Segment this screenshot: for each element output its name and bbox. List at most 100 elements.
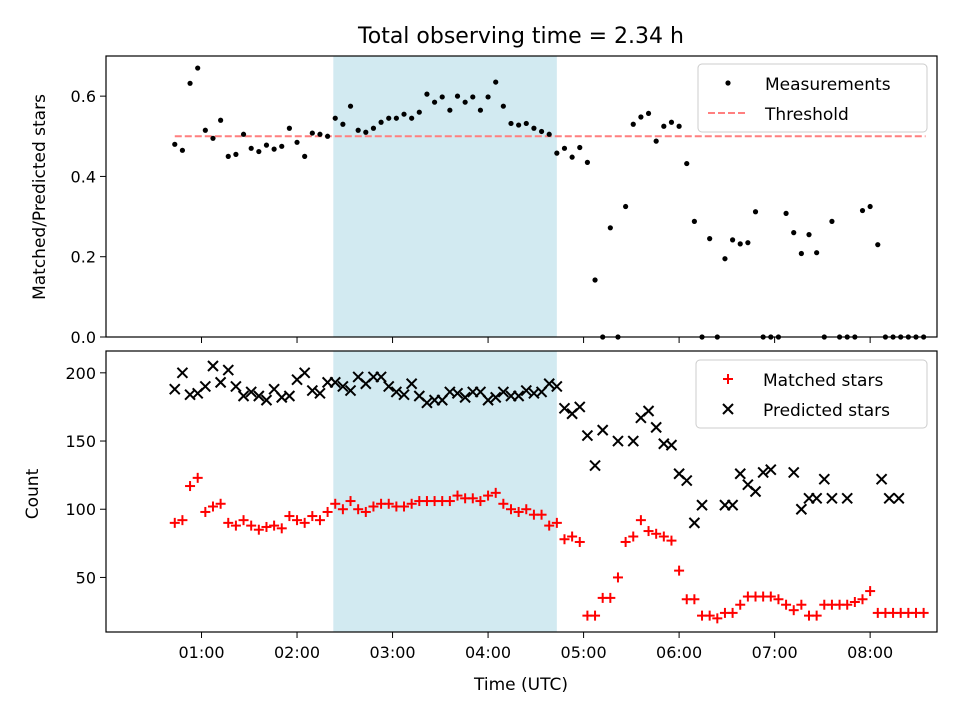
matched-stars-point [169, 517, 180, 528]
matched-stars-point [284, 511, 295, 522]
predicted-stars-point-b [612, 435, 624, 447]
measurement-point [745, 240, 751, 246]
legend-measurements-label: Measurements [765, 75, 891, 95]
matched-stars-point [177, 515, 188, 526]
matched-stars-point [192, 472, 203, 483]
predicted-stars-point [558, 402, 571, 414]
matched-stars-point [544, 520, 555, 531]
measurement-point [393, 115, 399, 121]
measurement-point [645, 110, 652, 117]
top-y-tick-label: 0.4 [71, 167, 96, 186]
matched-stars-point [399, 501, 410, 512]
matched-stars-point [467, 493, 478, 504]
matched-stars-point [773, 594, 784, 605]
predicted-stars-point-b [681, 474, 693, 487]
measurement-point [875, 242, 881, 248]
matched-stars-point [207, 501, 218, 512]
x-tick-label: 04:00 [465, 643, 511, 662]
matched-stars-point [200, 506, 211, 517]
predicted-stars-point-b [421, 397, 433, 409]
matched-stars-point [383, 498, 394, 509]
predicted-stars-point-b [795, 503, 808, 515]
measurement-point [431, 99, 438, 105]
predicted-stars-point-b [298, 367, 311, 379]
measurement-point [867, 203, 873, 210]
measurement-point [240, 131, 247, 137]
predicted-stars-point-b [742, 478, 754, 491]
predicted-stars-point-b [253, 390, 265, 402]
matched-stars-point [666, 535, 677, 546]
predicted-stars-point [222, 364, 234, 376]
x-axis-label: Time (UTC) [473, 675, 568, 695]
predicted-stars-point-b [512, 390, 525, 402]
measurement-point [225, 153, 231, 159]
predicted-stars-point-b [390, 386, 403, 398]
legend-predicted-label: Predicted stars [763, 401, 890, 421]
top-shaded-span [333, 56, 557, 337]
measurement-point [210, 135, 216, 141]
measurement-point [187, 80, 193, 86]
predicted-stars-point-b [543, 378, 555, 390]
matched-stars-point [261, 521, 272, 532]
predicted-stars-point-b [214, 376, 227, 389]
measurement-point [302, 153, 308, 159]
measurement-point [454, 93, 461, 99]
predicted-stars-point-b [169, 383, 181, 395]
measurement-point [859, 207, 866, 214]
predicted-stars-point [795, 503, 808, 515]
matched-stars-point [505, 504, 516, 515]
bottom-y-axis-label: Count [23, 468, 43, 519]
predicted-stars-point-b [841, 492, 853, 505]
measurement-point [668, 119, 675, 125]
predicted-stars-point [405, 378, 418, 390]
measurement-point [462, 99, 468, 105]
measurement-point [630, 121, 636, 127]
predicted-stars-point-b [268, 383, 280, 395]
predicted-stars-point-b [245, 386, 257, 398]
measurement-point [355, 127, 361, 133]
bottom-y-tick-label: 50 [76, 568, 96, 587]
legend-threshold-label: Threshold [764, 105, 849, 125]
matched-stars-point [551, 517, 562, 528]
matched-stars-point [322, 506, 333, 517]
predicted-stars-point [398, 388, 410, 401]
predicted-stars-point-b [650, 421, 662, 434]
predicted-stars-point-b [497, 386, 510, 398]
predicted-stars-point [260, 394, 273, 406]
measurement-point [286, 125, 292, 131]
bottom-panel: 50 100 150 200 01:00 02:00 03:00 04:00 05:00 06:0… [65, 350, 938, 662]
matched-stars-point [215, 498, 226, 509]
predicted-stars-point [329, 376, 341, 389]
predicted-stars-point [893, 492, 905, 505]
predicted-stars-point-b [375, 371, 387, 383]
predicted-stars-point-b [230, 380, 242, 393]
predicted-stars-point-b [329, 376, 341, 389]
matched-stars-point [559, 534, 570, 545]
predicted-stars-point-b [627, 435, 639, 447]
predicted-stars-point-b [589, 459, 601, 472]
x-tick-label: 02:00 [274, 643, 320, 662]
predicted-stars-point-b [344, 384, 357, 397]
measurement-point [363, 129, 369, 135]
top-y-tick-label: 0.6 [71, 87, 96, 106]
predicted-stars-point-b [765, 463, 777, 476]
predicted-stars-point-b [337, 380, 349, 393]
matched-stars-point [475, 496, 486, 507]
measurement-point [814, 250, 820, 256]
measurement-point [722, 256, 728, 262]
x-tick-label: 03:00 [369, 643, 415, 662]
measurement-point [737, 241, 743, 247]
predicted-stars-point-b [810, 492, 823, 505]
measurement-point [798, 250, 804, 257]
measurement-point [424, 91, 430, 97]
predicted-stars-point [650, 421, 662, 434]
x-tick-label: 01:00 [178, 643, 224, 662]
measurement-point [607, 225, 613, 231]
measurement-point [684, 160, 690, 167]
measurement-point [676, 123, 682, 129]
measurement-point [691, 218, 697, 224]
predicted-stars-point-b [398, 388, 410, 401]
measurement-point [470, 94, 476, 100]
predicted-stars-point-b [237, 390, 250, 402]
top-legend [697, 63, 928, 133]
